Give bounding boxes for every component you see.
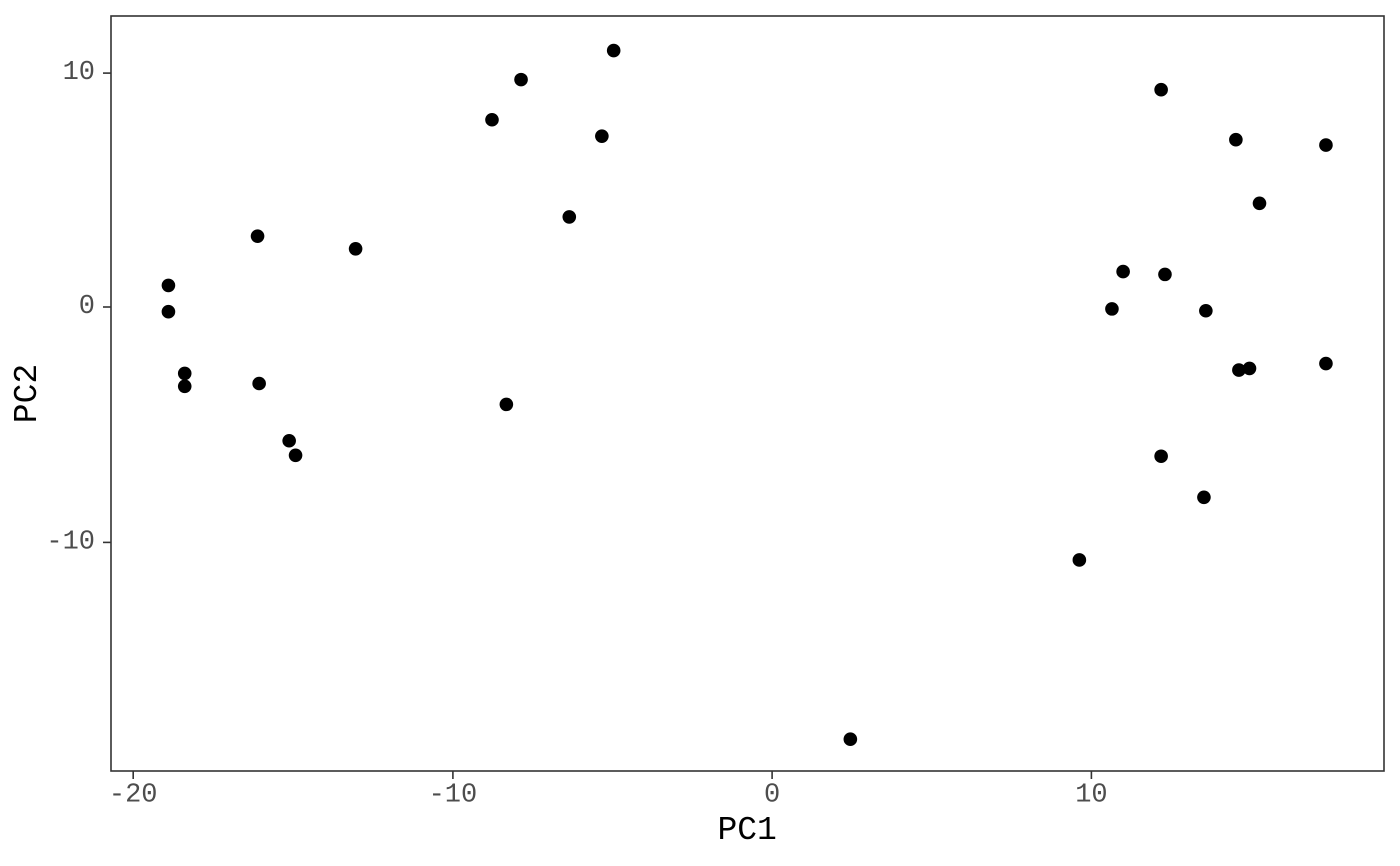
- svg-text:0: 0: [79, 292, 95, 322]
- svg-text:-10: -10: [46, 527, 95, 557]
- svg-text:-20: -20: [109, 781, 158, 811]
- svg-text:-10: -10: [429, 781, 478, 811]
- svg-text:10: 10: [63, 58, 95, 88]
- svg-text:0: 0: [764, 781, 780, 811]
- svg-text:PC1: PC1: [717, 812, 776, 849]
- svg-text:PC2: PC2: [9, 364, 46, 423]
- svg-text:10: 10: [1075, 781, 1107, 811]
